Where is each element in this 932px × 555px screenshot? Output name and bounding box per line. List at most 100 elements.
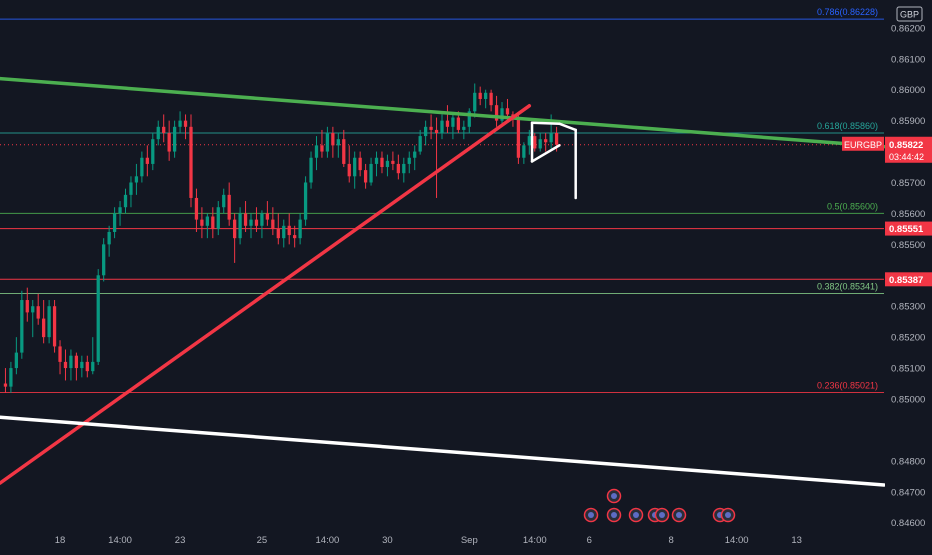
economic-event-icon-inner xyxy=(676,512,682,518)
candle-body xyxy=(462,126,466,130)
economic-event-icon-inner xyxy=(588,512,594,518)
candle-body xyxy=(303,182,308,220)
candle-body xyxy=(134,176,139,183)
flag-pattern-line xyxy=(530,144,561,163)
candle-body xyxy=(102,244,106,276)
price-axis[interactable]: 0.86200 0.86100 0.86000 0.85900 0.85700 0.856… xyxy=(842,0,932,550)
candle-body xyxy=(331,133,335,146)
candle-body xyxy=(189,126,193,198)
candle-body xyxy=(516,117,521,158)
events-layer xyxy=(583,488,736,523)
candle-body xyxy=(63,361,68,369)
candle-body xyxy=(478,92,482,99)
fib-label: 0.5(0.85600) xyxy=(827,201,878,211)
candle-body xyxy=(194,197,199,220)
time-tick-label: 14:00 xyxy=(725,535,749,546)
time-tick-label: 18 xyxy=(55,535,66,546)
candle-body xyxy=(505,108,510,115)
candle-body xyxy=(14,352,19,369)
currency-label: GBP xyxy=(900,10,919,20)
fib-label: 0.382(0.85341) xyxy=(817,282,878,292)
candle-body xyxy=(265,213,270,220)
time-axis[interactable]: 18 14:00 23 25 14:00 30 Sep 14:00 6 8 14:00 13 xyxy=(0,532,885,550)
green-resistance-line xyxy=(0,76,886,149)
candle-body xyxy=(260,213,264,226)
candle-body xyxy=(183,120,188,127)
last-price-label: 0.85822 xyxy=(889,140,923,151)
candle-body xyxy=(451,117,455,127)
candle-body xyxy=(238,213,242,239)
candle-body xyxy=(85,361,89,372)
price-level-label: 0.85551 xyxy=(889,224,924,235)
economic-event-icon-inner xyxy=(659,512,665,518)
candle-body xyxy=(293,235,297,239)
candle-body xyxy=(358,157,362,171)
candle-body xyxy=(31,306,35,313)
candle-body xyxy=(467,111,471,127)
price-tick-label: 0.86100 xyxy=(891,54,925,65)
candles-layer xyxy=(3,83,559,393)
candle-body xyxy=(282,225,286,239)
symbol-label: EURGBP xyxy=(844,140,882,150)
candle-body xyxy=(489,92,493,106)
candle-body xyxy=(363,170,368,183)
economic-event-icon-inner xyxy=(633,512,639,518)
price-level-badge xyxy=(885,221,932,236)
price-tick-label: 0.85600 xyxy=(891,209,925,220)
candle-body xyxy=(484,92,488,99)
candle-body xyxy=(271,219,275,229)
candle-body xyxy=(402,163,406,174)
candle-body xyxy=(178,120,182,127)
candle-body xyxy=(151,139,155,164)
economic-event-icon-inner xyxy=(725,512,731,518)
candle-body xyxy=(112,213,117,232)
candle-body xyxy=(36,306,40,319)
candle-body xyxy=(205,216,209,226)
economic-event-icon-inner xyxy=(611,512,617,518)
time-tick-label: 13 xyxy=(791,535,802,546)
price-tick-label: 0.86200 xyxy=(891,23,925,34)
price-tick-label: 0.84700 xyxy=(891,487,925,498)
candle-body xyxy=(456,117,461,130)
countdown-label: 03:44:42 xyxy=(889,152,924,162)
candle-body xyxy=(500,108,504,121)
price-level-label: 0.85387 xyxy=(889,275,923,286)
candle-body xyxy=(254,219,259,226)
price-tick-label: 0.85000 xyxy=(891,395,925,406)
time-tick-label: 14:00 xyxy=(523,535,547,546)
candle-body xyxy=(440,120,444,133)
price-tick-label: 0.85200 xyxy=(891,333,925,344)
price-tick-label: 0.85700 xyxy=(891,178,925,189)
candle-body xyxy=(123,194,128,208)
candle-body xyxy=(172,126,177,152)
candle-body xyxy=(494,105,499,121)
candle-body xyxy=(233,219,237,239)
pattern-layer xyxy=(530,121,577,200)
time-tick-label: 23 xyxy=(175,535,186,546)
price-tick-label: 0.85500 xyxy=(891,240,925,251)
candle-body xyxy=(522,145,526,158)
candle-body xyxy=(118,207,122,214)
candle-body xyxy=(473,92,477,112)
red-support-line xyxy=(0,104,532,485)
candle-body xyxy=(544,139,548,143)
time-tick-label: Sep xyxy=(461,535,478,546)
candle-body xyxy=(423,126,428,137)
candle-body xyxy=(227,194,231,220)
price-tick-label: 0.84600 xyxy=(891,518,925,529)
candle-body xyxy=(69,355,73,369)
candle-body xyxy=(380,157,384,168)
candle-body xyxy=(538,139,542,149)
candle-body xyxy=(167,133,171,152)
candle-body xyxy=(347,163,351,177)
candle-body xyxy=(549,133,553,143)
candle-body xyxy=(162,126,166,133)
candle-body xyxy=(445,120,450,127)
candle-body xyxy=(369,163,373,183)
candle-body xyxy=(554,133,559,145)
candle-body xyxy=(243,213,248,226)
fib-label: 0.236(0.85021) xyxy=(817,381,878,391)
candle-body xyxy=(407,157,411,164)
